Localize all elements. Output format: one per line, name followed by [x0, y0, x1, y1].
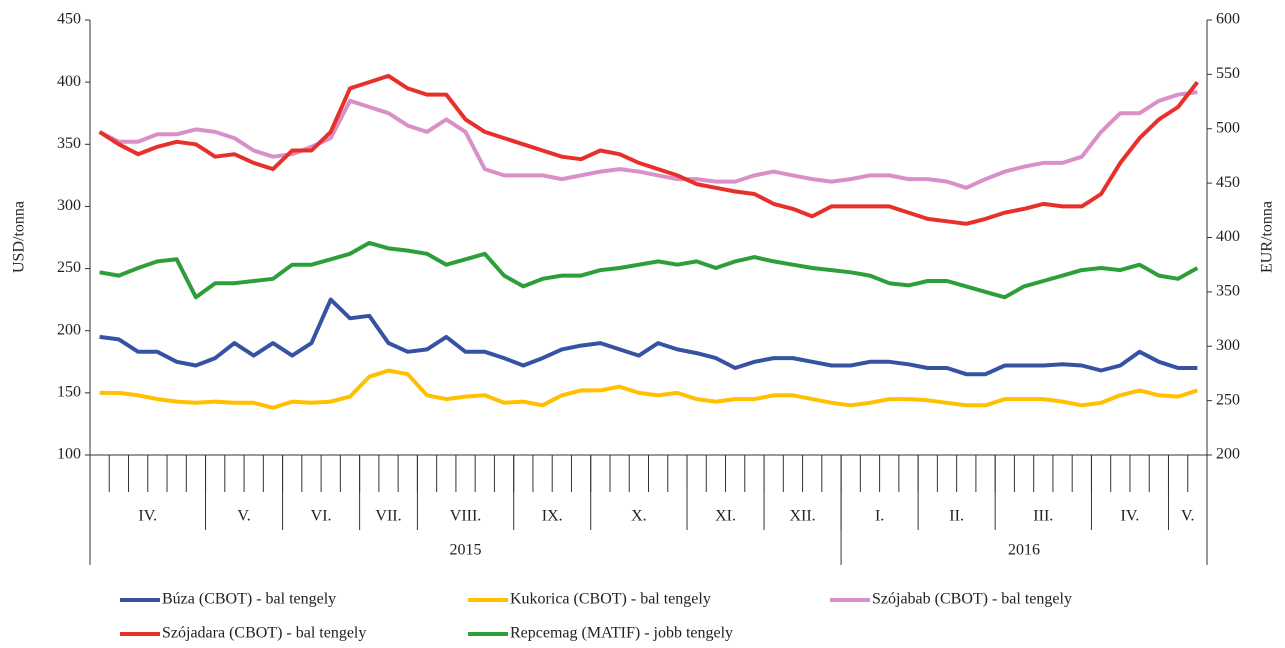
- y-tick-label: 250: [57, 259, 81, 276]
- month-label: IX.: [542, 508, 563, 525]
- series-line: [99, 240, 1199, 300]
- month-label: IV.: [1121, 508, 1140, 525]
- legend-label: Szójadara (CBOT) - bal tengely: [162, 625, 366, 642]
- month-label: V.: [237, 508, 251, 525]
- month-label: XI.: [715, 508, 736, 525]
- y-tick-label: 300: [57, 197, 81, 214]
- month-label: VI.: [311, 508, 332, 525]
- legend-label: Búza (CBOT) - bal tengely: [162, 591, 336, 608]
- year-label: 2015: [450, 542, 482, 559]
- month-label: II.: [949, 508, 964, 525]
- series-line: [98, 73, 1199, 226]
- month-label: VII.: [375, 508, 401, 525]
- y2-tick-label: 400: [1216, 228, 1240, 245]
- month-label: X.: [631, 508, 647, 525]
- y2-axis-title: EUR/tonna: [1259, 201, 1276, 273]
- y-tick-label: 400: [57, 73, 81, 90]
- y2-tick-label: 500: [1216, 119, 1240, 136]
- y2-tick-label: 250: [1216, 391, 1240, 408]
- y2-tick-label: 550: [1216, 65, 1240, 82]
- y-tick-label: 350: [57, 135, 81, 152]
- y-tick-label: 150: [57, 384, 81, 401]
- legend-label: Repcemag (MATIF) - jobb tengely: [510, 625, 733, 642]
- series-line: [98, 90, 1198, 190]
- series-line: [99, 297, 1198, 377]
- month-label: III.: [1033, 508, 1053, 525]
- series-line: [99, 368, 1199, 410]
- y-tick-label: 100: [57, 446, 81, 463]
- y2-tick-label: 600: [1216, 11, 1240, 28]
- y-tick-label: 200: [57, 321, 81, 338]
- y2-tick-label: 450: [1216, 174, 1240, 191]
- month-label: IV.: [138, 508, 157, 525]
- y2-tick-label: 200: [1216, 446, 1240, 463]
- legend-label: Szójabab (CBOT) - bal tengely: [872, 591, 1072, 608]
- year-label: 2016: [1008, 542, 1040, 559]
- month-label: I.: [875, 508, 884, 525]
- month-label: V.: [1181, 508, 1195, 525]
- month-label: VIII.: [450, 508, 482, 525]
- y2-tick-label: 350: [1216, 283, 1240, 300]
- y2-tick-label: 300: [1216, 337, 1240, 354]
- legend-label: Kukorica (CBOT) - bal tengely: [510, 591, 711, 608]
- y-axis-title: USD/tonna: [11, 201, 28, 273]
- month-label: XII.: [789, 508, 815, 525]
- y-tick-label: 450: [57, 11, 81, 28]
